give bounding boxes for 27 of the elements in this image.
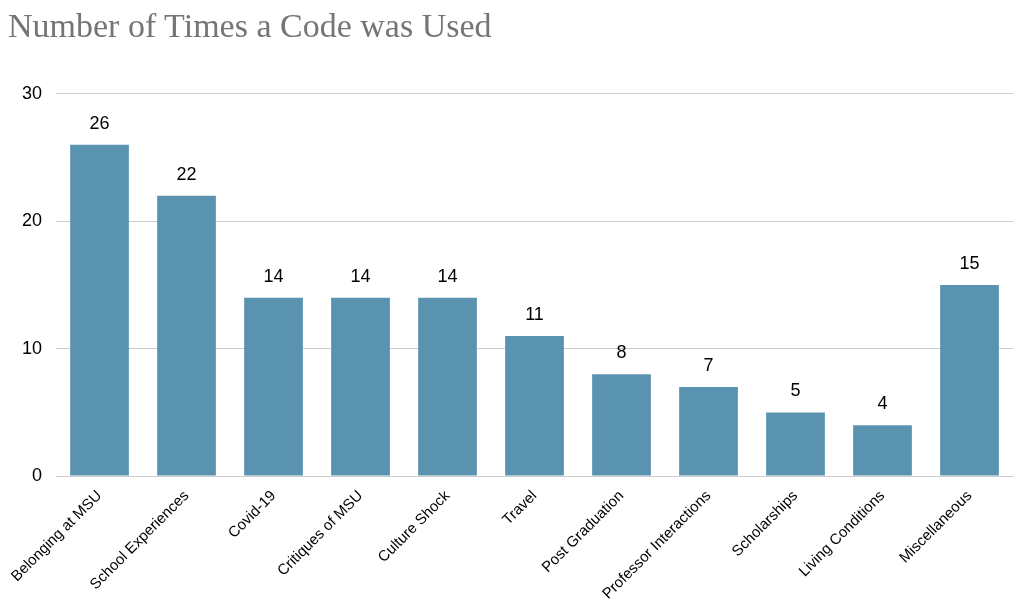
y-tick-label: 20 [21, 210, 43, 231]
bar [70, 144, 129, 476]
data-label: 4 [877, 393, 888, 414]
bar [679, 386, 738, 476]
data-label: 26 [89, 112, 110, 133]
y-tick-label: 30 [21, 82, 43, 103]
bar [505, 335, 564, 476]
data-label: 22 [176, 163, 197, 184]
data-label: 8 [616, 342, 627, 363]
data-label: 15 [959, 252, 980, 273]
data-label: 14 [437, 265, 458, 286]
bar [766, 412, 825, 476]
data-label: 14 [350, 265, 371, 286]
bar [157, 195, 216, 476]
bar [592, 374, 651, 476]
y-tick-label: 10 [21, 337, 43, 358]
data-label: 7 [703, 354, 714, 375]
bar [244, 297, 303, 476]
bar [940, 284, 999, 476]
data-label: 14 [263, 265, 284, 286]
bar [418, 297, 477, 476]
y-tick-label: 0 [32, 465, 43, 486]
chart-title: Number of Times a Code was Used [8, 7, 492, 45]
bar [853, 425, 912, 476]
data-label: 11 [525, 303, 544, 324]
data-label: 5 [790, 380, 801, 401]
bar [331, 297, 390, 476]
